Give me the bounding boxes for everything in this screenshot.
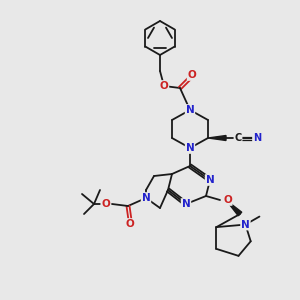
- Text: N: N: [241, 220, 250, 230]
- Text: O: O: [101, 199, 110, 209]
- Text: N: N: [206, 175, 214, 185]
- Text: O: O: [160, 81, 168, 91]
- Polygon shape: [226, 200, 242, 216]
- Text: O: O: [223, 195, 232, 205]
- Text: N: N: [253, 133, 261, 143]
- Text: O: O: [126, 219, 134, 229]
- Text: N: N: [142, 193, 150, 203]
- Text: N: N: [186, 143, 194, 153]
- Text: C: C: [234, 133, 242, 143]
- Text: N: N: [186, 105, 194, 115]
- Text: N: N: [182, 199, 190, 209]
- Text: O: O: [188, 70, 196, 80]
- Polygon shape: [208, 136, 226, 140]
